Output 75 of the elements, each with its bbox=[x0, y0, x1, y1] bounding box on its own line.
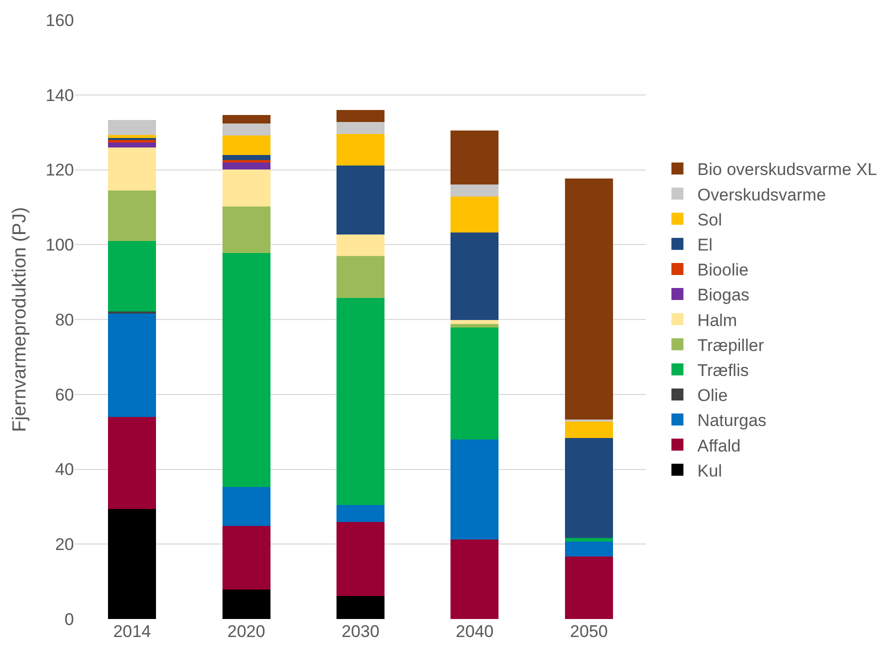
bar bbox=[336, 256, 384, 298]
x-tick-label: 2040 bbox=[456, 622, 494, 641]
y-tick-label: 120 bbox=[46, 160, 74, 180]
bar bbox=[222, 487, 270, 526]
legend-label: Naturgas bbox=[697, 411, 766, 430]
bar bbox=[222, 115, 270, 124]
legend-label: El bbox=[697, 235, 713, 254]
bar bbox=[222, 160, 270, 163]
bar bbox=[450, 540, 499, 619]
y-tick-label: 40 bbox=[55, 460, 74, 480]
legend-label: Træpiller bbox=[697, 336, 764, 355]
bar bbox=[564, 556, 613, 619]
bar bbox=[450, 184, 499, 197]
bar bbox=[336, 165, 384, 235]
y-tick-label: 60 bbox=[55, 385, 74, 404]
bar bbox=[450, 324, 499, 328]
bar bbox=[222, 253, 270, 488]
y-axis-title: Fjernvarmeproduktion (PJ) bbox=[9, 207, 30, 432]
y-tick-label: 100 bbox=[46, 236, 74, 255]
bar bbox=[222, 162, 270, 170]
bar bbox=[108, 140, 156, 142]
legend-label: Biogas bbox=[697, 286, 750, 305]
bar bbox=[564, 422, 613, 438]
bar bbox=[108, 148, 156, 190]
bar bbox=[336, 134, 384, 166]
y-tick-label: 20 bbox=[55, 535, 74, 554]
bar bbox=[336, 122, 384, 134]
legend-label: Sol bbox=[697, 210, 722, 230]
legend-label: Bio overskudsvarme XL bbox=[697, 160, 877, 180]
bar bbox=[222, 526, 270, 590]
bar bbox=[108, 314, 156, 418]
bar bbox=[108, 240, 156, 312]
y-tick-label: 160 bbox=[46, 10, 74, 30]
bar bbox=[564, 178, 613, 420]
bar bbox=[336, 522, 384, 596]
bar bbox=[336, 110, 384, 122]
bar bbox=[222, 155, 270, 160]
legend-label: Bioolie bbox=[697, 260, 748, 280]
bar bbox=[336, 234, 384, 256]
legend-label: Kul bbox=[697, 461, 722, 480]
legend-label: Træflis bbox=[697, 360, 749, 380]
bar bbox=[450, 196, 499, 232]
legend-label: Olie bbox=[697, 386, 728, 406]
bar bbox=[222, 124, 270, 136]
bar bbox=[450, 232, 499, 320]
bar bbox=[222, 169, 270, 206]
bar bbox=[450, 130, 499, 184]
x-tick-label: 2014 bbox=[113, 622, 152, 641]
x-tick-label: 2050 bbox=[570, 622, 608, 641]
bar bbox=[222, 135, 270, 156]
bar bbox=[108, 142, 156, 148]
bar bbox=[450, 320, 499, 324]
bar bbox=[108, 190, 156, 241]
legend-label: Affald bbox=[697, 436, 741, 456]
bar bbox=[450, 440, 499, 540]
y-tick-label: 0 bbox=[64, 610, 74, 629]
bar bbox=[450, 327, 499, 440]
bar bbox=[222, 589, 270, 619]
bar bbox=[564, 542, 613, 556]
bar bbox=[108, 508, 156, 619]
legend-label: Halm bbox=[697, 310, 738, 330]
bar bbox=[336, 504, 384, 522]
legend-label: Overskudsvarme bbox=[697, 185, 826, 204]
x-tick-label: 2020 bbox=[227, 622, 266, 641]
x-tick-label: 2030 bbox=[342, 622, 380, 641]
y-tick-label: 140 bbox=[46, 86, 74, 105]
bar bbox=[108, 417, 156, 509]
bar bbox=[336, 298, 384, 505]
bar bbox=[108, 134, 156, 138]
bar bbox=[108, 120, 156, 135]
bar bbox=[222, 206, 270, 254]
y-tick-label: 80 bbox=[55, 310, 74, 330]
bar bbox=[336, 596, 384, 619]
bar bbox=[564, 538, 613, 542]
bar bbox=[564, 438, 613, 538]
